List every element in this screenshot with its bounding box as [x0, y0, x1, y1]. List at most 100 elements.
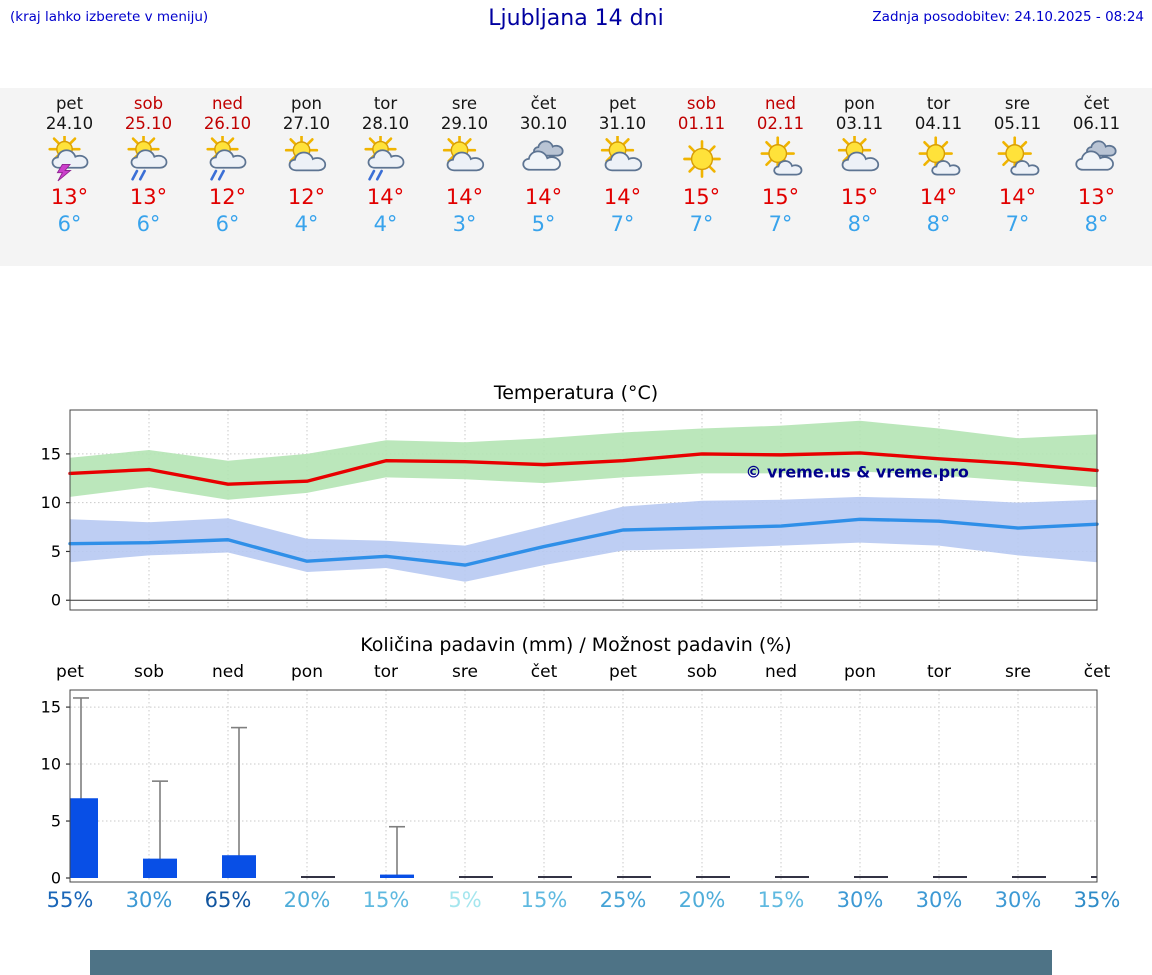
partly-cloudy-icon [284, 136, 326, 172]
precip-day-label: ned [764, 662, 798, 682]
day-high-temp: 15° [840, 185, 879, 210]
precip-y-axis-label: 15 [41, 698, 61, 717]
precip-y-axis-label: 0 [51, 869, 61, 887]
precip-bar [854, 876, 888, 878]
precip-probability: 15% [362, 888, 410, 912]
precip-day-label: tor [373, 662, 399, 682]
mostly-sunny-icon [918, 136, 960, 176]
day-date: 31.10 [598, 114, 647, 134]
rain-shower-icon [126, 136, 167, 181]
day-date: 03.11 [835, 114, 884, 134]
day-date: 05.11 [993, 114, 1042, 134]
day-date: 04.11 [914, 114, 963, 134]
precip-day-label: sre [1005, 662, 1031, 682]
day-low-temp: 3° [452, 211, 477, 236]
precip-probability: 35% [1073, 888, 1121, 912]
precip-bar [70, 798, 98, 878]
day-high-temp: 14° [919, 185, 958, 210]
precip-bar [775, 876, 809, 878]
precip-probability: 20% [678, 888, 726, 912]
day-column: sob 01.11 15° 7° [662, 94, 741, 266]
day-column: ned 26.10 12° 6° [188, 94, 267, 266]
day-low-temp: 5° [531, 211, 556, 236]
precip-day-label: sob [133, 662, 165, 682]
day-name: sob [686, 94, 717, 113]
day-name: sob [133, 94, 164, 113]
day-name: čet [530, 94, 557, 113]
sunny-icon [682, 140, 721, 179]
day-column: sob 25.10 13° 6° [109, 94, 188, 266]
day-high-temp: 15° [682, 185, 721, 210]
precip-day-label: pon [291, 662, 323, 682]
day-low-temp: 7° [768, 211, 793, 236]
precip-bar [1012, 876, 1046, 878]
day-high-temp: 15° [761, 185, 800, 210]
precip-probability: 65% [204, 888, 252, 912]
precip-probability: 15% [520, 888, 568, 912]
precip-bar [459, 876, 493, 878]
day-name: ned [211, 94, 244, 113]
precip-probability: 20% [283, 888, 331, 912]
precip-y-axis-label: 10 [41, 755, 61, 774]
precip-bar [933, 876, 967, 878]
partly-cloudy-icon [442, 136, 484, 172]
day-column: pon 03.11 15° 8° [820, 94, 899, 266]
precip-day-label-row: pet sob ned pon tor sre čet pet sob ned pon tor sre č… [0, 662, 1152, 686]
precip-day-label: pet [609, 662, 637, 682]
precip-day-label: sob [686, 662, 718, 682]
day-column: tor 04.11 14° 8° [899, 94, 978, 266]
day-low-temp: 7° [610, 211, 635, 236]
precip-probability: 25% [599, 888, 647, 912]
temperature-chart: © vreme.us & vreme.pro 0 5 10 15 [41, 409, 1099, 611]
partly-cloudy-icon [837, 136, 879, 172]
day-high-temp: 12° [208, 185, 247, 210]
mostly-sunny-icon [760, 136, 802, 176]
day-low-temp: 6° [215, 211, 240, 236]
watermark-link[interactable]: © vreme.us & vreme.pro [745, 462, 968, 481]
rain-shower-icon [363, 136, 404, 181]
precip-probability: 30% [125, 888, 173, 912]
precip-bar [380, 874, 414, 878]
precip-day-label: sre [452, 662, 478, 682]
precip-bar [696, 876, 730, 878]
temp-y-axis-label: 5 [51, 542, 61, 561]
precip-y-axis-label: 5 [51, 812, 61, 831]
thunder-shower-icon [47, 136, 88, 182]
day-date: 28.10 [361, 114, 410, 134]
cloudy-icon [521, 140, 564, 171]
day-high-temp: 14° [366, 185, 405, 210]
precip-day-label: pet [56, 662, 84, 682]
day-column: čet 06.11 13° 8° [1057, 94, 1136, 266]
day-column: tor 28.10 14° 4° [346, 94, 425, 266]
day-name: tor [373, 94, 398, 113]
day-low-temp: 8° [847, 211, 872, 236]
temp-y-axis-label: 10 [41, 493, 61, 512]
precip-bar [538, 876, 572, 878]
day-low-temp: 4° [373, 211, 398, 236]
rain-shower-icon [205, 136, 246, 181]
precip-probability: 30% [994, 888, 1042, 912]
temp-y-axis-label: 0 [51, 591, 61, 610]
day-high-temp: 13° [129, 185, 168, 210]
precip-day-label: tor [926, 662, 952, 682]
day-column: sre 29.10 14° 3° [425, 94, 504, 266]
day-low-temp: 8° [926, 211, 951, 236]
day-column: pet 24.10 13° 6° [30, 94, 109, 266]
precip-probability: 5% [448, 888, 482, 912]
day-low-temp: 6° [57, 211, 82, 236]
day-date: 30.10 [519, 114, 568, 134]
day-name: tor [926, 94, 951, 113]
precip-day-label: pon [844, 662, 876, 682]
precip-bar [301, 876, 335, 878]
day-date: 01.11 [677, 114, 726, 134]
day-date: 24.10 [45, 114, 94, 134]
temperature-chart-title: Temperatura (°C) [493, 382, 659, 404]
partly-cloudy-icon [600, 136, 642, 172]
day-high-temp: 14° [524, 185, 563, 210]
day-low-temp: 6° [136, 211, 161, 236]
day-name: sre [1004, 94, 1031, 113]
day-high-temp: 13° [1077, 185, 1116, 210]
precip-day-label: čet [530, 662, 558, 682]
day-high-temp: 12° [287, 185, 326, 210]
forecast-strip: pet 24.10 13° 6° sob 25.10 13° 6° ned 26.10 12° 6° p… [0, 88, 1152, 266]
